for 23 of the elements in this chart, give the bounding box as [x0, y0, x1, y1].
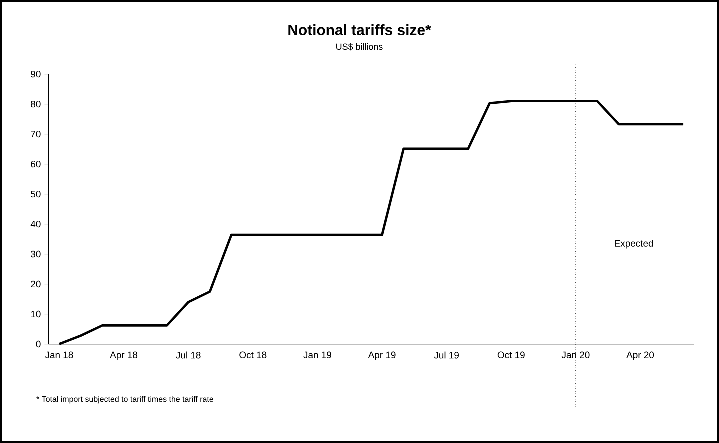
x-tick-label: Oct 19 [498, 352, 525, 359]
y-tick-label: 80 [31, 100, 41, 108]
y-tick-label: 40 [30, 220, 41, 228]
y-tick-label: 60 [31, 160, 41, 168]
x-tick-label: Oct 18 [240, 352, 267, 359]
x-tick-label: Apr 19 [368, 352, 396, 360]
x-tick-label: Jan 18 [45, 352, 74, 359]
x-tick-label: Apr 18 [110, 352, 138, 360]
x-tick-label: Jul 18 [176, 352, 201, 359]
y-tick-label: 0 [36, 340, 41, 348]
y-tick-label: 10 [31, 310, 41, 318]
y-tick-label: 30 [31, 250, 41, 258]
y-tick-label: 20 [31, 280, 41, 288]
y-tick-label: 70 [31, 130, 41, 138]
x-tick-label: Jan 19 [304, 352, 332, 359]
ref-line-label: Expected [615, 240, 654, 249]
x-tick-label: Jul 19 [434, 352, 459, 359]
chart-subtitle: US$ billions [336, 43, 383, 51]
x-tick-label: Apr 20 [626, 352, 654, 360]
y-tick-label: 50 [31, 190, 41, 198]
x-tick-label: Jan 20 [562, 352, 590, 359]
y-tick-label: 90 [31, 70, 41, 78]
chart-title: Notional tariffs size* [288, 24, 432, 36]
